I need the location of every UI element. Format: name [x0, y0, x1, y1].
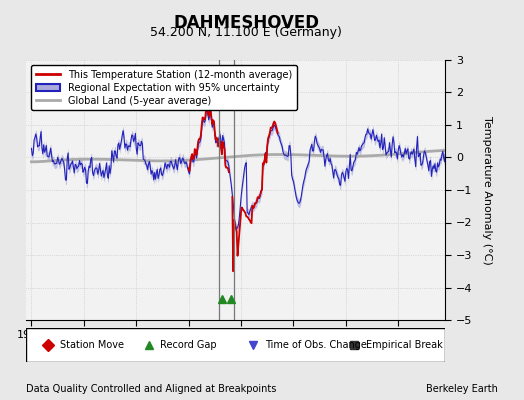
- Y-axis label: Temperature Anomaly (°C): Temperature Anomaly (°C): [482, 116, 492, 264]
- Text: Station Move: Station Move: [60, 340, 124, 350]
- Text: 54.200 N, 11.100 E (Germany): 54.200 N, 11.100 E (Germany): [150, 26, 342, 39]
- Text: Data Quality Controlled and Aligned at Breakpoints: Data Quality Controlled and Aligned at B…: [26, 384, 277, 394]
- Legend: This Temperature Station (12-month average), Regional Expectation with 95% uncer: This Temperature Station (12-month avera…: [31, 65, 297, 110]
- Text: Record Gap: Record Gap: [160, 340, 217, 350]
- Text: Berkeley Earth: Berkeley Earth: [426, 384, 498, 394]
- FancyBboxPatch shape: [26, 328, 445, 362]
- Text: Time of Obs. Change: Time of Obs. Change: [265, 340, 367, 350]
- Text: Empirical Break: Empirical Break: [366, 340, 442, 350]
- Text: DAHMESHOVED: DAHMESHOVED: [173, 14, 319, 32]
